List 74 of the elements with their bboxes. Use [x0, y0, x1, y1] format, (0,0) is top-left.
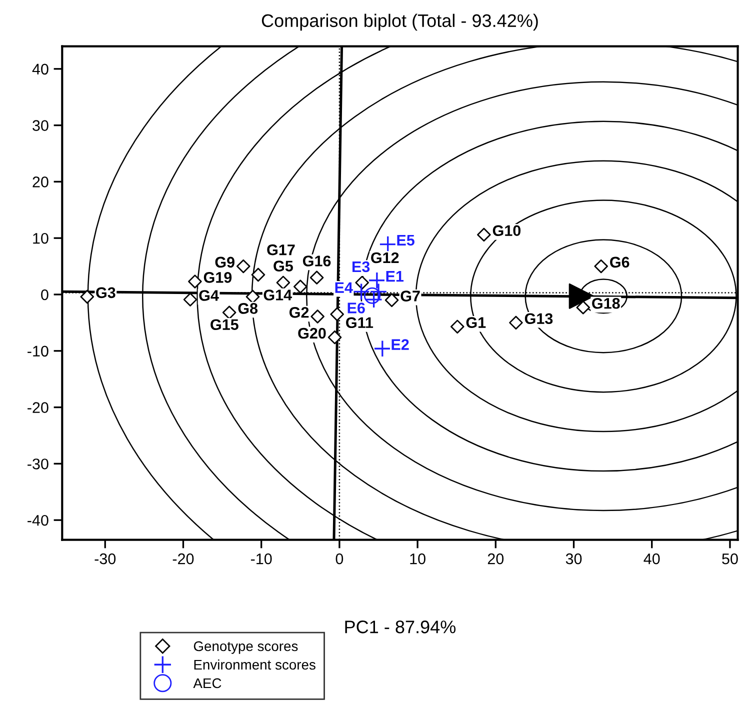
- point: [379, 236, 397, 254]
- data-label: G8: [238, 303, 258, 314]
- point: [374, 340, 392, 358]
- y-tick-label: 30: [32, 120, 48, 131]
- data-label: G5: [274, 260, 293, 272]
- data-label: G7: [400, 290, 420, 302]
- point: [310, 270, 324, 284]
- data-label: G3: [96, 287, 116, 298]
- legend-label: Genotype scores: [194, 641, 298, 654]
- data-label: E6: [348, 302, 365, 314]
- data-label: G13: [524, 313, 553, 324]
- point: [276, 276, 290, 290]
- point: [80, 290, 94, 304]
- point: [222, 306, 236, 320]
- x-tick-label: 20: [488, 553, 504, 564]
- legend-label: AEC: [193, 678, 222, 688]
- point: [293, 280, 308, 294]
- x-tick-label: -30: [94, 553, 116, 564]
- point: [509, 316, 523, 330]
- x-axis-title: PC1 - 87.94%: [345, 620, 456, 634]
- x-tick-label: -10: [250, 553, 272, 564]
- y-tick-label: -20: [28, 402, 48, 413]
- data-label: G15: [210, 319, 238, 330]
- data-label: G18: [592, 298, 620, 309]
- data-label: G4: [199, 290, 219, 301]
- point: [251, 268, 266, 282]
- y-tick-label: 10: [33, 232, 48, 244]
- point: [352, 282, 370, 300]
- data-label: G10: [492, 225, 521, 236]
- data-label: G14: [264, 290, 292, 300]
- data-label: E2: [392, 339, 409, 350]
- y-tick-label: -40: [28, 514, 48, 526]
- y-tick-label: -10: [28, 346, 48, 357]
- y-tick-label: 40: [32, 64, 48, 75]
- point: [384, 293, 399, 308]
- point: [330, 307, 344, 322]
- data-label: G6: [610, 256, 630, 268]
- point: [236, 259, 250, 274]
- x-tick-label: 40: [644, 553, 660, 564]
- data-label: G20: [298, 328, 326, 339]
- data-label: G17: [267, 244, 295, 256]
- point: [246, 290, 260, 304]
- data-label: G2: [289, 306, 309, 318]
- data-label: G11: [346, 317, 374, 328]
- data-label: G19: [204, 272, 232, 283]
- y-tick-label: -30: [28, 458, 48, 470]
- point: [576, 300, 590, 314]
- point: [355, 276, 369, 290]
- x-tick-label: -20: [172, 553, 194, 564]
- point: [188, 274, 202, 288]
- data-label: E5: [397, 234, 414, 246]
- point: [450, 320, 464, 334]
- x-tick-label: 50: [722, 553, 738, 564]
- data-label: E1: [386, 271, 404, 282]
- data-label: G16: [302, 256, 331, 266]
- x-tick-label: 30: [566, 553, 582, 564]
- y-tick-label: 0: [41, 289, 48, 300]
- y-tick-label: 20: [32, 176, 48, 188]
- point: [183, 292, 198, 306]
- data-label: E4: [335, 282, 353, 293]
- point: [364, 287, 381, 304]
- data-label: G9: [215, 256, 234, 268]
- point: [310, 310, 324, 324]
- x-tick-label: 10: [410, 553, 426, 564]
- point: [477, 228, 491, 242]
- legend-label: Environment scores: [194, 659, 316, 670]
- data-label: G12: [371, 252, 399, 264]
- data-label: E3: [352, 261, 370, 272]
- point: [594, 259, 608, 274]
- chart-title: Comparison biplot (Total - 93.42%): [262, 14, 538, 31]
- point: [328, 330, 342, 344]
- x-tick-label: 0: [336, 553, 344, 564]
- point: [368, 272, 386, 290]
- data-label: G1: [466, 317, 486, 328]
